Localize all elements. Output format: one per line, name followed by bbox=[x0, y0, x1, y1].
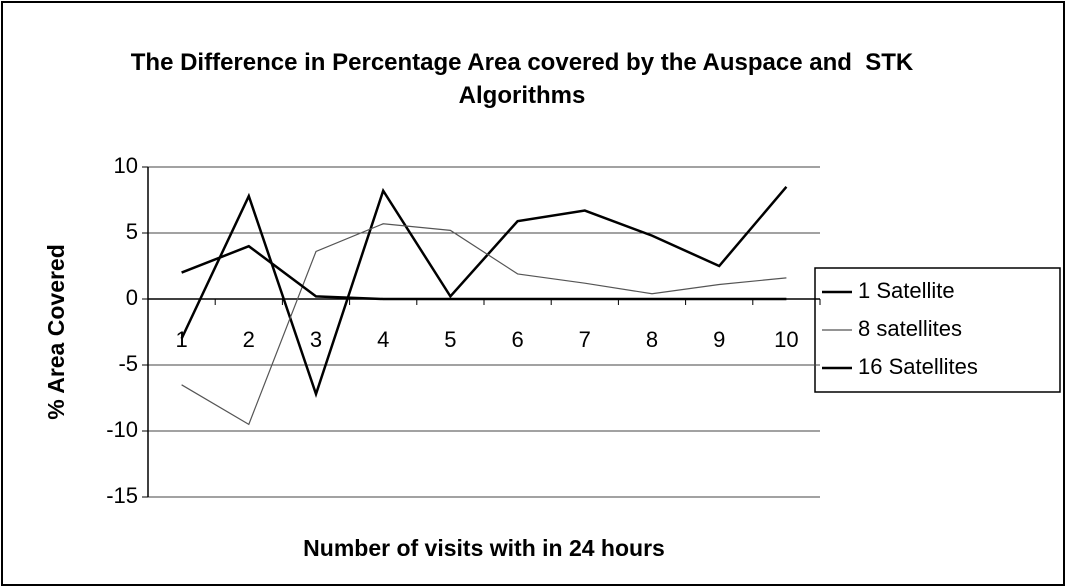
y-tick-label: -15 bbox=[106, 483, 138, 508]
x-tick-label: 5 bbox=[444, 327, 456, 352]
legend-label: 16 Satellites bbox=[858, 354, 978, 379]
x-tick-label: 6 bbox=[511, 327, 523, 352]
y-axis-label: % Area Covered bbox=[43, 244, 69, 420]
x-tick-label: 7 bbox=[579, 327, 591, 352]
series-line bbox=[181, 244, 787, 301]
legend-label: 1 Satellite bbox=[858, 278, 955, 303]
legend-box bbox=[814, 267, 1061, 393]
x-tick-label: 3 bbox=[310, 327, 322, 352]
y-tick-label: -10 bbox=[106, 417, 138, 442]
x-tick-label: 4 bbox=[377, 327, 389, 352]
x-tick-label: 10 bbox=[774, 327, 798, 352]
x-tick-label: 9 bbox=[713, 327, 725, 352]
y-tick-label: 0 bbox=[126, 285, 138, 310]
series-line bbox=[180, 185, 788, 398]
series-line bbox=[181, 223, 787, 426]
x-tick-label: 2 bbox=[243, 327, 255, 352]
x-axis-label: Number of visits with in 24 hours bbox=[303, 535, 665, 561]
y-tick-label: -5 bbox=[118, 351, 138, 376]
y-tick-label: 10 bbox=[114, 153, 138, 178]
legend-label: 8 satellites bbox=[858, 316, 962, 341]
x-tick-label: 8 bbox=[646, 327, 658, 352]
y-tick-label: 5 bbox=[126, 219, 138, 244]
chart-title: The Difference in Percentage Area covere… bbox=[130, 49, 920, 109]
